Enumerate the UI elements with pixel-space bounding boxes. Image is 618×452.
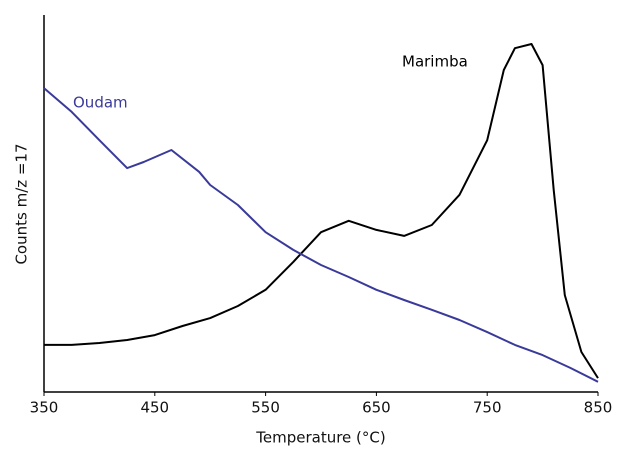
x-tick-label: 550 <box>251 399 280 417</box>
series-line <box>43 87 599 383</box>
series-line <box>44 43 599 379</box>
y-axis-label: Counts m/z =17 <box>13 143 31 264</box>
x-axis-label: Temperature (°C) <box>255 429 385 447</box>
x-tick-label: 350 <box>30 399 59 417</box>
series-label: Marimba <box>402 53 468 71</box>
x-tick-label: 850 <box>584 399 613 417</box>
series-label: Oudam <box>73 94 128 112</box>
x-tick-label: 450 <box>140 399 169 417</box>
x-tick-label: 650 <box>362 399 391 417</box>
x-tick-label: 750 <box>473 399 502 417</box>
